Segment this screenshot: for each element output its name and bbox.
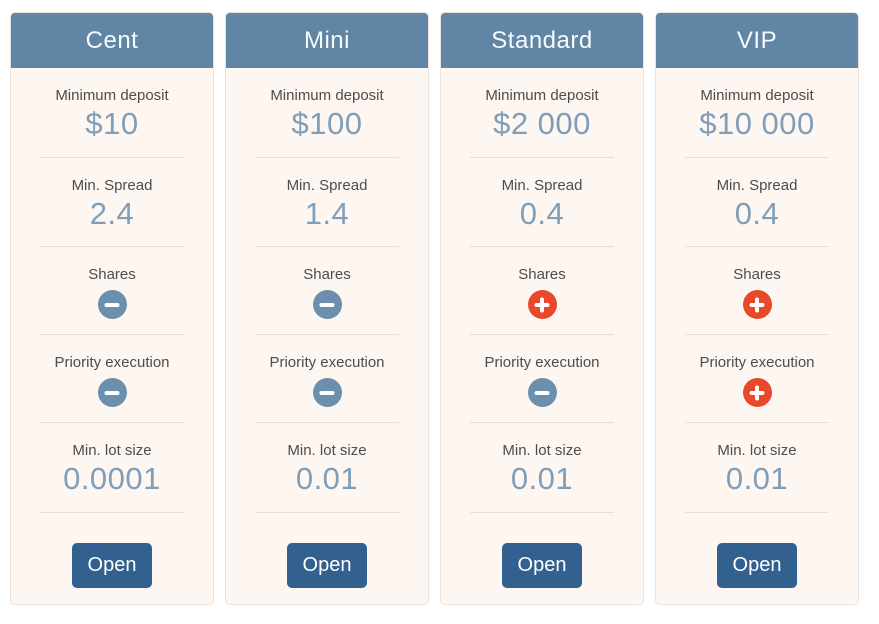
plan-header: Cent xyxy=(11,13,213,68)
minus-icon xyxy=(97,378,127,408)
feature-min-lot-size: Min. lot size 0.01 xyxy=(441,442,643,513)
feature-label: Minimum deposit xyxy=(270,87,384,104)
plus-icon xyxy=(742,378,772,408)
open-button[interactable]: Open xyxy=(287,542,367,588)
feature-label: Priority execution xyxy=(699,354,815,372)
minus-icon xyxy=(312,378,342,408)
divider xyxy=(40,511,184,513)
divider xyxy=(685,422,829,424)
plan-card-cent: Cent Minimum deposit $10 Min. Spread 2.4… xyxy=(10,12,214,605)
minus-icon xyxy=(312,290,342,320)
feature-priority-execution: Priority execution xyxy=(11,354,213,424)
feature-label: Min. lot size xyxy=(72,442,152,460)
feature-shares: Shares xyxy=(656,266,858,336)
feature-label: Min. lot size xyxy=(502,442,582,460)
feature-minimum-deposit: Minimum deposit $10 000 xyxy=(656,87,858,158)
divider xyxy=(470,511,614,513)
feature-label: Priority execution xyxy=(484,354,600,372)
feature-label: Shares xyxy=(733,266,781,284)
divider xyxy=(685,156,829,158)
feature-label: Min. Spread xyxy=(71,176,153,194)
feature-label: Min. Spread xyxy=(716,176,798,194)
feature-value: 0.0001 xyxy=(63,461,161,497)
divider xyxy=(255,246,399,248)
feature-label: Shares xyxy=(88,266,136,284)
feature-label: Min. Spread xyxy=(286,176,368,194)
plan-header: VIP xyxy=(656,13,858,68)
plan-header: Standard xyxy=(441,13,643,68)
feature-label: Shares xyxy=(303,266,351,284)
feature-value: 0.4 xyxy=(734,195,780,231)
feature-min-lot-size: Min. lot size 0.01 xyxy=(226,442,428,513)
plus-icon xyxy=(742,290,772,320)
feature-value: 0.4 xyxy=(519,195,565,231)
plan-header: Mini xyxy=(226,13,428,68)
plan-title: Mini xyxy=(303,26,350,54)
divider xyxy=(470,246,614,248)
feature-shares: Shares xyxy=(441,266,643,336)
feature-priority-execution: Priority execution xyxy=(226,354,428,424)
feature-value: $2 000 xyxy=(493,106,591,141)
divider xyxy=(40,156,184,158)
divider xyxy=(470,422,614,424)
divider xyxy=(470,156,614,158)
feature-min-lot-size: Min. lot size 0.0001 xyxy=(11,442,213,513)
feature-label: Min. lot size xyxy=(717,442,797,460)
plans-container: Cent Minimum deposit $10 Min. Spread 2.4… xyxy=(0,0,879,605)
feature-label: Minimum deposit xyxy=(700,87,814,104)
feature-value: 0.01 xyxy=(510,461,574,497)
divider xyxy=(255,334,399,336)
divider xyxy=(40,246,184,248)
divider xyxy=(470,334,614,336)
feature-label: Minimum deposit xyxy=(55,87,169,104)
divider xyxy=(255,511,399,513)
open-button[interactable]: Open xyxy=(717,542,797,588)
feature-shares: Shares xyxy=(11,266,213,336)
plus-icon xyxy=(527,290,557,320)
feature-min-spread: Min. Spread 1.4 xyxy=(226,177,428,248)
feature-value: $10 xyxy=(85,106,139,141)
plan-title: VIP xyxy=(736,26,778,54)
feature-label: Minimum deposit xyxy=(485,87,599,104)
feature-value: 2.4 xyxy=(89,195,135,231)
plan-title: Cent xyxy=(85,26,139,54)
divider xyxy=(255,156,399,158)
feature-shares: Shares xyxy=(226,266,428,336)
feature-label: Min. Spread xyxy=(501,176,583,194)
plan-title: Standard xyxy=(491,26,593,54)
feature-minimum-deposit: Minimum deposit $100 xyxy=(226,87,428,158)
feature-value: 1.4 xyxy=(304,195,350,231)
feature-label: Priority execution xyxy=(269,354,385,372)
feature-value: $100 xyxy=(291,106,363,141)
feature-min-spread: Min. Spread 0.4 xyxy=(656,177,858,248)
feature-value: $10 000 xyxy=(699,106,815,141)
feature-minimum-deposit: Minimum deposit $10 xyxy=(11,87,213,158)
divider xyxy=(685,511,829,513)
feature-min-lot-size: Min. lot size 0.01 xyxy=(656,442,858,513)
feature-min-spread: Min. Spread 2.4 xyxy=(11,177,213,248)
feature-minimum-deposit: Minimum deposit $2 000 xyxy=(441,87,643,158)
feature-label: Shares xyxy=(518,266,566,284)
plan-card-standard: Standard Minimum deposit $2 000 Min. Spr… xyxy=(440,12,644,605)
open-button[interactable]: Open xyxy=(72,542,152,588)
divider xyxy=(40,422,184,424)
feature-label: Priority execution xyxy=(54,354,170,372)
divider xyxy=(255,422,399,424)
open-button[interactable]: Open xyxy=(502,542,582,588)
divider xyxy=(685,334,829,336)
plan-card-vip: VIP Minimum deposit $10 000 Min. Spread … xyxy=(655,12,859,605)
minus-icon xyxy=(97,290,127,320)
feature-priority-execution: Priority execution xyxy=(656,354,858,424)
feature-priority-execution: Priority execution xyxy=(441,354,643,424)
feature-label: Min. lot size xyxy=(287,442,367,460)
divider xyxy=(685,246,829,248)
divider xyxy=(40,334,184,336)
feature-min-spread: Min. Spread 0.4 xyxy=(441,177,643,248)
feature-value: 0.01 xyxy=(725,461,789,497)
minus-icon xyxy=(527,378,557,408)
feature-value: 0.01 xyxy=(295,461,359,497)
plan-card-mini: Mini Minimum deposit $100 Min. Spread 1.… xyxy=(225,12,429,605)
